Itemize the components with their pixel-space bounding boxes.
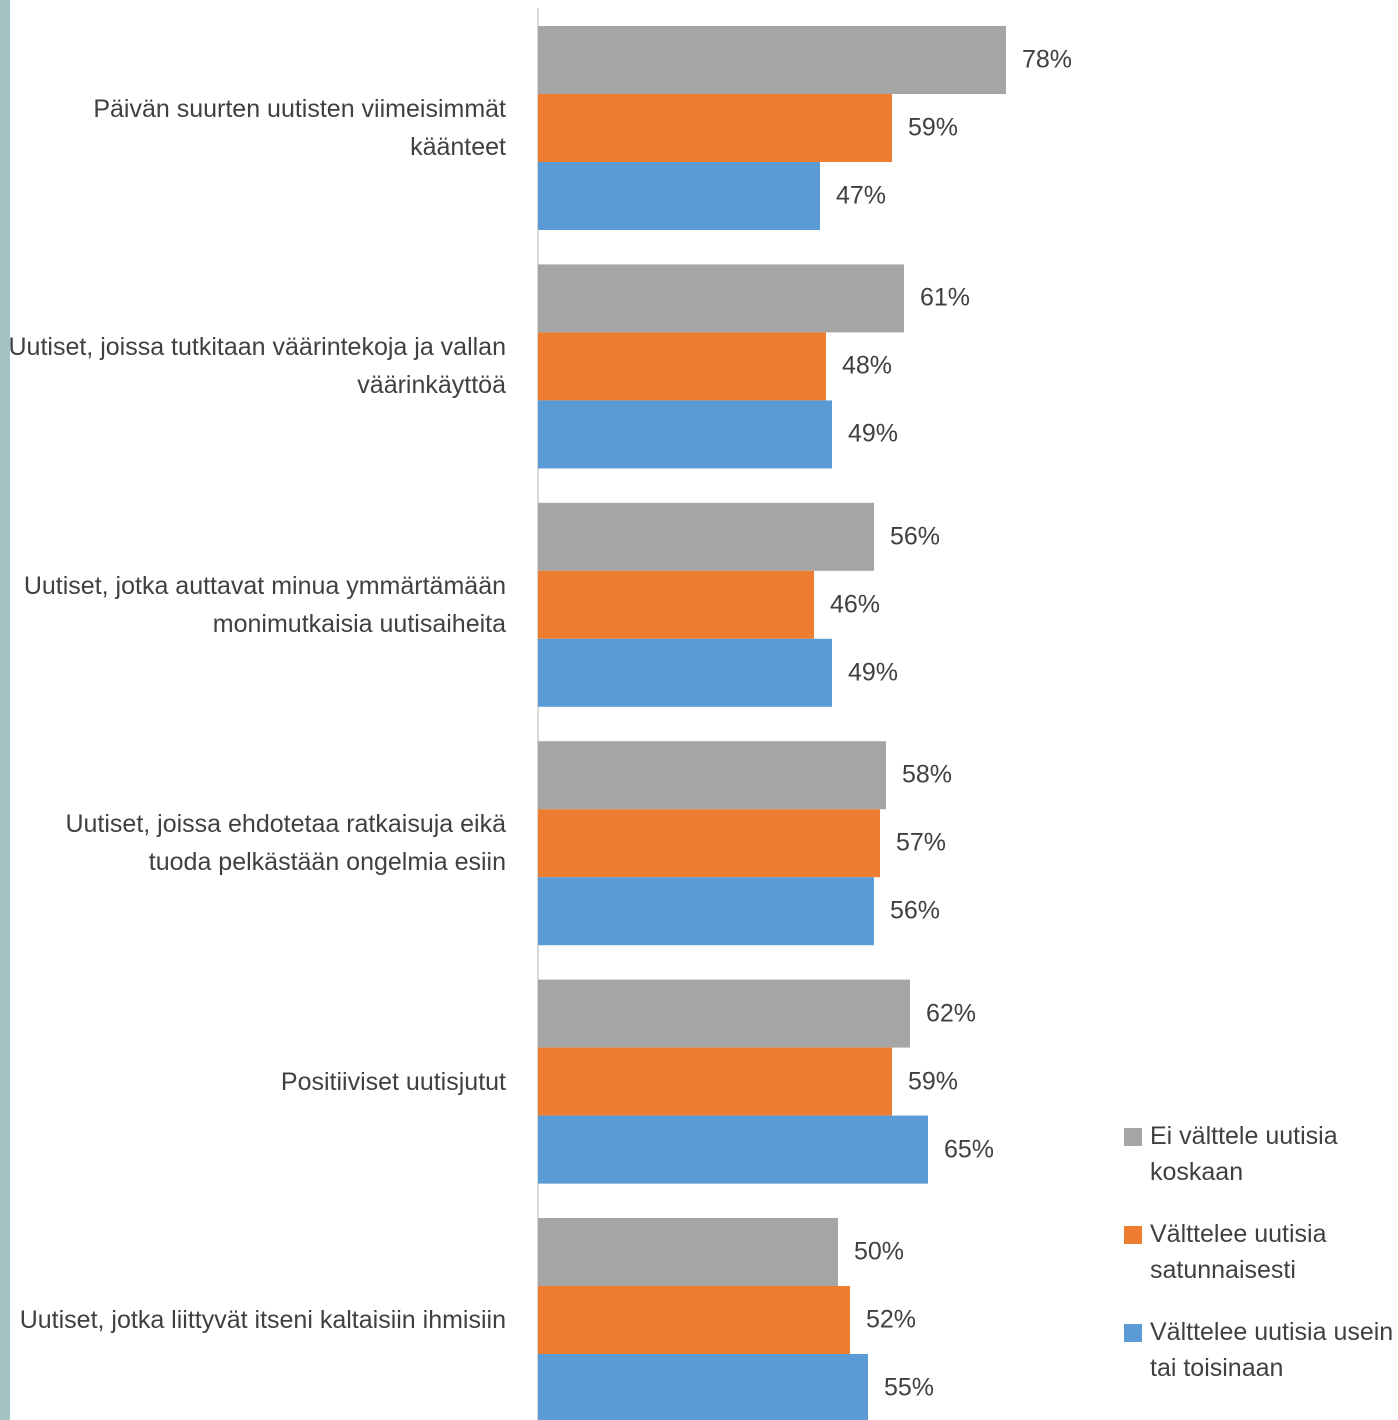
value-label: 50% (854, 1237, 905, 1266)
value-label: 46% (830, 590, 881, 619)
value-label: 65% (944, 1135, 995, 1164)
bar (538, 1218, 838, 1286)
category-label: Uutiset, joissa tutkitaan väärintekoja j… (8, 333, 507, 400)
value-label: 57% (896, 828, 947, 857)
bar (538, 264, 904, 333)
bar (538, 741, 886, 810)
legend-item: Välttelee uutisia satunnaisesti (1124, 1216, 1394, 1288)
value-label: 49% (848, 658, 899, 687)
bar (538, 400, 832, 469)
value-label: 59% (908, 113, 959, 142)
value-label: 49% (848, 419, 899, 448)
value-label: 56% (890, 896, 941, 925)
category-label: Uutiset, jotka auttavat minua ymmärtämää… (23, 571, 506, 638)
bar (538, 1286, 850, 1354)
category-label: Uutiset, jotka liittyvät itseni kaltaisi… (19, 1306, 506, 1334)
bar (538, 502, 874, 571)
value-label: 58% (902, 760, 953, 789)
category-label: Positiiviset uutisjutut (280, 1067, 506, 1096)
bar (538, 877, 874, 946)
legend-item: Ei välttele uutisia koskaan (1124, 1118, 1394, 1190)
value-label: 47% (836, 181, 887, 210)
value-label: 56% (890, 522, 941, 551)
value-label: 61% (920, 283, 971, 312)
bar (538, 979, 910, 1048)
bar (538, 332, 826, 401)
side-strip (0, 0, 10, 1420)
legend-label: Välttelee uutisia usein tai toisinaan (1150, 1318, 1394, 1382)
legend-label: Ei välttele uutisia koskaan (1150, 1122, 1338, 1186)
bar (538, 1115, 928, 1184)
value-label: 55% (884, 1373, 935, 1402)
legend-label: Välttelee uutisia satunnaisesti (1150, 1220, 1327, 1284)
bar (538, 1047, 892, 1116)
bar (538, 1354, 868, 1420)
bar (538, 162, 820, 230)
bar (538, 26, 1006, 94)
bar (538, 809, 880, 878)
legend-swatch (1124, 1226, 1142, 1244)
legend-item: Välttelee uutisia usein tai toisinaan (1124, 1314, 1394, 1386)
legend-swatch (1124, 1128, 1142, 1146)
value-label: 62% (926, 999, 977, 1028)
bar (538, 570, 814, 639)
category-label: Uutiset, joissa ehdotetaa ratkaisuja eik… (65, 810, 506, 877)
value-label: 52% (866, 1305, 917, 1334)
legend-swatch (1124, 1324, 1142, 1342)
value-label: 59% (908, 1067, 959, 1096)
bar (538, 94, 892, 162)
value-label: 48% (842, 351, 893, 380)
bar (538, 638, 832, 707)
value-label: 78% (1022, 45, 1073, 74)
category-label: Päivän suurten uutisten viimeisimmät kää… (93, 95, 506, 161)
